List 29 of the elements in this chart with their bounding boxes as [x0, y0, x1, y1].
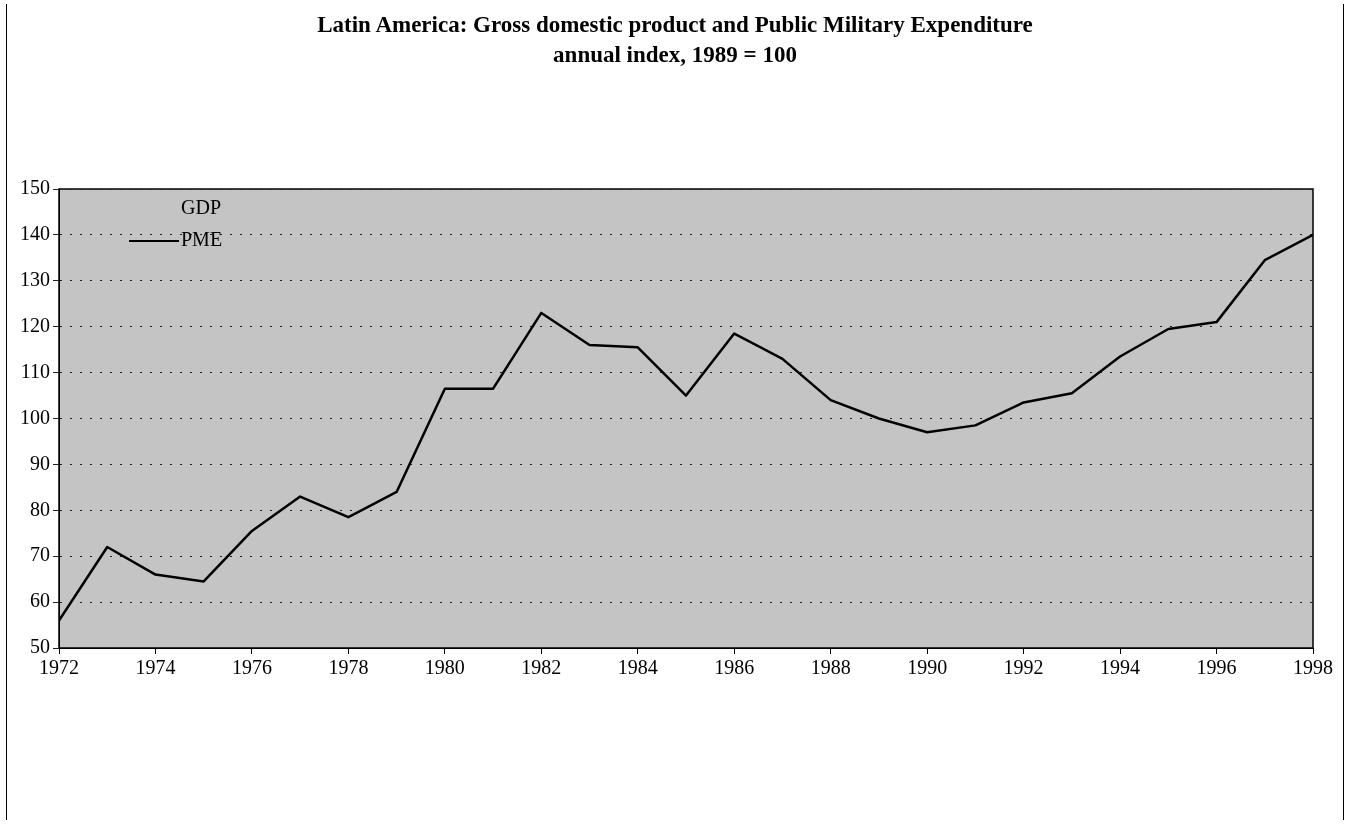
x-tick-label: 1988: [810, 656, 851, 679]
x-tick-label: 1994: [1100, 656, 1141, 679]
x-tick-label: 1998: [1293, 656, 1333, 679]
x-tick-label: 1974: [135, 656, 176, 679]
x-tick-label: 1984: [617, 656, 658, 679]
x-tick-label: 1992: [1003, 656, 1044, 679]
x-tick-label: 1976: [231, 656, 272, 679]
y-tick-label: 90: [30, 451, 50, 474]
y-tick-label: 80: [30, 497, 50, 520]
x-tick-label: 1986: [714, 656, 755, 679]
x-tick-label: 1972: [39, 656, 79, 679]
annotation: GDP: [181, 196, 222, 219]
x-tick-label: 1978: [328, 656, 369, 679]
y-tick-label: 130: [20, 268, 50, 291]
y-tick-label: 150: [20, 176, 50, 199]
y-tick-label: 60: [30, 589, 50, 612]
x-tick-label: 1990: [907, 656, 948, 679]
x-tick-label: 1980: [424, 656, 465, 679]
legend-label: PME: [181, 228, 223, 251]
y-tick-label: 70: [30, 543, 50, 566]
y-tick-label: 50: [30, 635, 50, 658]
y-tick-label: 100: [20, 405, 50, 428]
x-tick-label: 1982: [521, 656, 562, 679]
y-tick-label: 120: [20, 313, 50, 336]
y-tick-label: 110: [20, 359, 50, 382]
x-tick-label: 1996: [1196, 656, 1237, 679]
chart-subtitle: annual index, 1989 = 100: [552, 41, 798, 69]
chart-title: Latin America: Gross domestic product and Public Military Expenditure: [316, 11, 1034, 39]
y-tick-label: 140: [20, 222, 50, 245]
